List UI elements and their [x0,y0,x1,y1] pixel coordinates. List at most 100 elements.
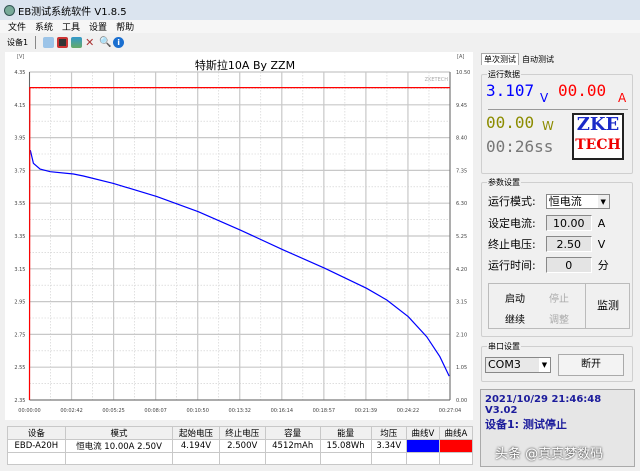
tab-single-test[interactable]: 单次测试 [481,53,519,65]
voltage-series-line [29,149,450,377]
column-header: 终止电压 [218,426,266,440]
group-label: 参数设置 [487,177,521,188]
table-cell: EBD-A20H [7,439,66,453]
column-header: 容量 [264,426,321,440]
device-tab[interactable]: 设备1 [7,37,29,47]
power-unit: W [542,119,554,133]
toolbar: 设备1 ✕ 🔍 i [0,33,478,51]
column-header: 起始电压 [172,426,220,440]
continue-button[interactable]: 继续 [505,315,525,326]
menu-system[interactable]: 系统 [35,23,54,33]
chevron-down-icon: ▼ [597,194,609,208]
y-left-tick-label: 4.15 [14,103,25,109]
search-icon[interactable]: 🔍 [99,36,112,48]
column-header: 曲线A [438,426,474,440]
column-header: 模式 [64,426,174,440]
y-left-tick-label: 2.75 [14,332,25,338]
y-left-tick-label: 2.55 [14,365,25,371]
x-tick-label: 00:24:22 [397,408,419,414]
table-cell: 3.34V [370,439,407,453]
y-right-tick-label: 6.30 [456,201,467,207]
info-icon[interactable]: i [113,36,125,48]
table-cell: 4.194V [172,439,220,453]
y-left-tick-label: 2.35 [14,398,25,404]
cutoff-voltage-field[interactable]: 2.50 [545,236,592,252]
table-cell: 恒电流 10.00A 2.50V [64,439,174,453]
current-unit: A [597,216,606,230]
power-readout: 00.00 [486,113,535,132]
y-right-tick-label: 10.50 [456,70,470,76]
zketech-logo: ZKE TECH [572,113,624,160]
table-cell: 4512mAh [264,439,321,453]
voltage-readout: 3.107 [486,81,535,100]
cutoff-unit: V [597,237,606,251]
column-header: 曲线V [405,426,440,440]
menu-bar: 文件 系统 工具 设置 帮助 [0,20,640,33]
run-data-group: 运行数据 3.107 V 00.00 A 00.00 W 00:26ss ZKE… [481,69,633,174]
x-tick-label: 00:02:42 [60,408,82,414]
chart-title: 特斯拉10A By ZZM [195,58,295,72]
column-header: 能量 [319,426,372,440]
y-right-tick-label: 1.05 [456,365,467,371]
adjust-button[interactable]: 调整 [549,315,569,326]
y-left-unit: [V] [17,54,24,60]
mode-label: 运行模式: [488,195,536,208]
divider [35,35,37,49]
y-left-tick-label: 3.35 [14,234,25,240]
open-folder-icon[interactable] [43,36,55,48]
menu-file[interactable]: 文件 [8,23,27,33]
tools-icon[interactable]: ✕ [85,35,95,49]
tab-auto-test[interactable]: 自动测试 [522,54,554,64]
table-cell: 2.500V [218,439,266,453]
mode-value: 恒电流 [548,194,582,208]
params-group: 参数设置 运行模式: 恒电流 ▼ 设定电流: 10.00 A 终止电压: 2.50 V 运行… [481,177,633,337]
menu-help[interactable]: 帮助 [116,23,135,33]
window-title: EB测试系统软件 V1.8.5 [18,6,127,18]
run-time-field[interactable]: 0 [545,257,592,273]
stop-button[interactable]: 停止 [549,294,569,305]
status-message: 设备1: 测试停止 [485,418,567,431]
y-right-tick-label: 8.40 [456,136,467,142]
monitor-button[interactable]: 监测 [585,284,630,328]
y-right-unit: [A] [457,54,464,60]
current-label: 设定电流: [488,217,536,230]
x-tick-label: 00:00:00 [18,408,40,414]
y-right-tick-label: 3.15 [456,300,467,306]
chart-svg: 特斯拉10A By ZZM [V] [A] ZKETECH 4.35 10.50 4… [14,54,470,414]
table-row[interactable]: EBD-A20H 恒电流 10.00A 2.50V 4.194V 2.500V 4512… [7,439,474,453]
y-left-tick-label: 3.75 [14,168,25,174]
x-tick-label: 00:27:04 [439,408,461,414]
menu-settings[interactable]: 设置 [89,23,108,33]
y-right-tick-label: 2.10 [456,332,467,338]
x-tick-label: 00:13:32 [229,408,251,414]
title-bar: EB测试系统软件 V1.8.5 [0,0,640,20]
divider [488,109,628,110]
y-right-tick-label: 0.00 [456,398,467,404]
menu-tools[interactable]: 工具 [62,23,81,33]
y-left-tick-label: 2.95 [14,300,25,306]
right-panel: 单次测试 自动测试 运行数据 3.107 V 00.00 A 00.00 W 00… [478,52,638,471]
watermark-text: 头条 @真真梦数码 [495,447,604,462]
image-icon[interactable] [71,36,83,48]
y-left-tick-label: 3.15 [14,267,25,273]
x-tick-label: 00:21:39 [355,408,377,414]
watermark: ZKETECH [425,77,449,83]
mode-select[interactable]: 恒电流 ▼ [545,193,610,209]
elapsed-time: 00:26ss [486,137,554,156]
x-tick-label: 00:18:57 [313,408,335,414]
group-label: 串口设置 [487,341,521,352]
table-cell: 15.08Wh [319,439,372,453]
curve-color-cell [405,439,440,453]
current-unit: A [618,91,627,105]
serial-group: 串口设置 COM3 ▼ 断开 [481,341,633,382]
y-right-tick-label: 4.20 [456,267,467,273]
start-button[interactable]: 启动 [505,294,525,305]
current-readout: 00.00 [558,81,607,100]
current-series-line [28,87,450,401]
current-field[interactable]: 10.00 [545,215,592,231]
port-select[interactable]: COM3 ▼ [485,357,551,373]
save-icon[interactable] [57,36,69,48]
group-label: 运行数据 [487,69,521,80]
disconnect-button[interactable]: 断开 [558,354,624,376]
time-label: 运行时间: [488,259,536,272]
